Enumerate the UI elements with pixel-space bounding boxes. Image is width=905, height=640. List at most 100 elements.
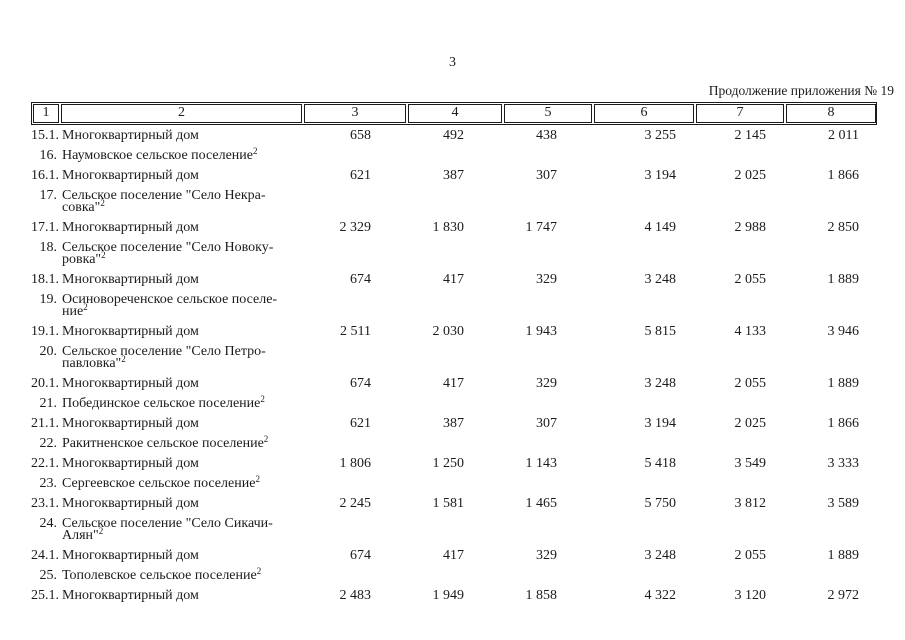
row-number: 25. <box>39 568 58 583</box>
row-name-cell: 24.1. Многоквартирный дом <box>31 546 302 566</box>
value-cell-col4: 1 250 <box>432 456 465 471</box>
row-label: Многоквартирный дом <box>62 128 199 143</box>
value-cell-col6 <box>592 186 694 218</box>
row-name-cell: 25.1. Многоквартирный дом <box>31 586 302 606</box>
value-cell-col5 <box>502 186 592 218</box>
value-cell-col6: 3 194 <box>644 168 677 183</box>
row-name-cell: 20. Сельское поселение "Село Петро- павло… <box>31 342 302 374</box>
value-cell-col6: 4 149 <box>644 220 677 235</box>
row-label-superscript: 2 <box>255 474 260 484</box>
value-cell-col8 <box>784 290 876 322</box>
row-label-superscript: 2 <box>101 250 106 260</box>
row-label-superscript: 2 <box>256 566 262 576</box>
value-cell-col3 <box>302 394 406 414</box>
value-cell-col5 <box>502 394 592 414</box>
value-cell-col5: 329 <box>536 272 557 287</box>
value-cell-col5 <box>502 474 592 494</box>
row-name-cell: 16.1. Многоквартирный дом <box>31 166 302 186</box>
row-name-cell: 16. Наумовское сельское поселение2 <box>31 146 302 166</box>
row-label: Многоквартирный дом <box>62 220 199 235</box>
table-row: 15.1. Многоквартирный дом 658 492 438 3 2… <box>31 126 877 146</box>
continuation-heading: Продолжение приложения № 19 <box>708 83 894 98</box>
value-cell-col8: 3 589 <box>827 496 860 511</box>
value-cell-col8 <box>784 342 876 374</box>
value-cell-col4: 387 <box>443 416 464 431</box>
table-row: 21. Побединское сельское поселение2 <box>31 394 877 414</box>
row-label: Многоквартирный дом <box>62 416 199 431</box>
value-cell-col5: 1 143 <box>525 456 558 471</box>
table-body: 15.1. Многоквартирный дом 658 492 438 3 2… <box>31 126 877 606</box>
value-cell-col8: 3 333 <box>827 456 860 471</box>
value-cell-col4: 417 <box>443 272 464 287</box>
row-label: Сельское поселение "Село Новоку- ровка" <box>62 240 274 267</box>
row-number: 24. <box>39 516 58 531</box>
row-label-superscript: 2 <box>100 198 105 208</box>
value-cell-col8: 2 850 <box>827 220 860 235</box>
value-cell-col8: 1 889 <box>827 376 860 391</box>
row-name-cell: 17. Сельское поселение "Село Некра- совка… <box>31 186 302 218</box>
value-cell-col5: 1 943 <box>525 324 558 339</box>
row-number: 19.1. <box>31 324 59 339</box>
value-cell-col5 <box>502 514 592 546</box>
row-label: Побединское сельское поселение <box>62 396 261 411</box>
table-row: 24. Сельское поселение "Село Сикачи- Алян… <box>31 514 877 546</box>
value-cell-col6: 3 255 <box>644 128 677 143</box>
table-row: 17. Сельское поселение "Село Некра- совка… <box>31 186 877 218</box>
value-cell-col6 <box>592 514 694 546</box>
value-cell-col3 <box>302 474 406 494</box>
value-cell-col4 <box>406 290 502 322</box>
value-cell-col7 <box>694 566 784 586</box>
value-cell-col3: 658 <box>350 128 371 143</box>
value-cell-col8 <box>784 186 876 218</box>
value-cell-col6 <box>592 342 694 374</box>
value-cell-col7 <box>694 514 784 546</box>
value-cell-col7: 3 549 <box>734 456 767 471</box>
value-cell-col3: 621 <box>350 416 371 431</box>
value-cell-col7: 2 055 <box>734 376 767 391</box>
row-number: 21. <box>39 396 58 411</box>
value-cell-col8: 1 866 <box>827 168 860 183</box>
value-cell-col8 <box>784 514 876 546</box>
value-cell-col4: 1 581 <box>432 496 465 511</box>
row-number: 18.1. <box>31 272 59 287</box>
value-cell-col3 <box>302 566 406 586</box>
value-cell-col7 <box>694 342 784 374</box>
row-label: Ракитненское сельское поселение <box>62 436 264 451</box>
row-label: Сельское поселение "Село Некра- совка" <box>62 188 266 215</box>
row-name-cell: 25. Тополевское сельское поселение2 <box>31 566 302 586</box>
value-cell-col8: 1 889 <box>827 272 860 287</box>
table-row: 20. Сельское поселение "Село Петро- павло… <box>31 342 877 374</box>
value-cell-col3: 621 <box>350 168 371 183</box>
value-cell-col4: 387 <box>443 168 464 183</box>
row-label: Многоквартирный дом <box>62 588 199 603</box>
value-cell-col4 <box>406 146 502 166</box>
row-name-cell: 19. Осиновореченское сельское поселе- ние… <box>31 290 302 322</box>
row-number: 21.1. <box>31 416 59 431</box>
value-cell-col6: 4 322 <box>644 588 677 603</box>
row-number: 24.1. <box>31 548 59 563</box>
row-label-superscript: 2 <box>263 434 269 444</box>
value-cell-col8: 2 011 <box>828 128 859 143</box>
row-label-superscript: 2 <box>98 526 104 536</box>
row-number: 22.1. <box>31 456 59 471</box>
value-cell-col7 <box>694 186 784 218</box>
value-cell-col7 <box>694 434 784 454</box>
value-cell-col7: 2 055 <box>734 548 767 563</box>
value-cell-col6: 3 248 <box>644 376 677 391</box>
value-cell-col4 <box>406 186 502 218</box>
row-number: 19. <box>39 292 58 307</box>
value-cell-col4 <box>406 514 502 546</box>
value-cell-col3 <box>302 238 406 270</box>
value-cell-col8: 1 889 <box>827 548 860 563</box>
value-cell-col5 <box>502 434 592 454</box>
row-name-cell: 17.1. Многоквартирный дом <box>31 218 302 238</box>
value-cell-col5: 1 747 <box>525 220 558 235</box>
row-label-superscript: 2 <box>83 302 88 312</box>
table-row: 19. Осиновореченское сельское поселе- ние… <box>31 290 877 322</box>
table-row: 21.1. Многоквартирный дом 621 387 307 3 1… <box>31 414 877 434</box>
row-label-superscript: 2 <box>121 354 126 364</box>
value-cell-col4 <box>406 394 502 414</box>
value-cell-col4: 1 830 <box>432 220 465 235</box>
value-cell-col5 <box>502 290 592 322</box>
